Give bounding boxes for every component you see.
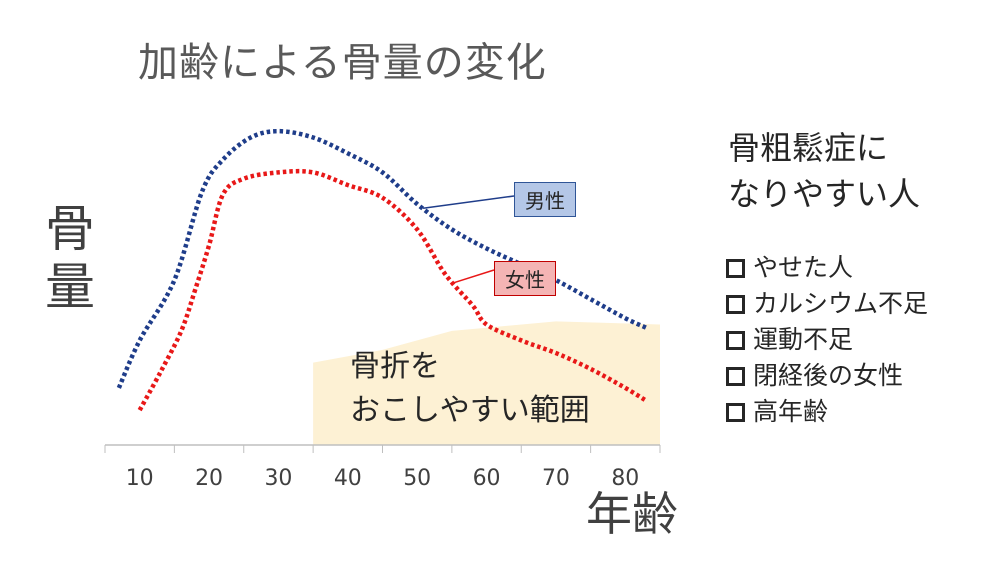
x-tick-label: 30 [264,466,292,491]
x-axis-ticks: 10 20 30 40 50 60 70 80 [104,445,661,491]
risk-factor-item: やせた人 [726,250,928,286]
fracture-risk-zone-label: 骨折を おこしやすい範囲 [350,345,590,433]
y-axis-label-char-1: 骨 [45,200,95,258]
x-tick-label: 20 [195,466,223,491]
risk-factor-list: やせた人 カルシウム不足 運動不足 閉経後の女性 高年齢 [726,250,928,430]
checkbox-icon [726,366,745,386]
risk-heading-line-2: なりやすい人 [728,175,921,213]
zone-label-line-2: おこしやすい範囲 [350,393,590,428]
legend-leader-lines [422,195,515,285]
legend-label-male: 男性 [514,182,576,217]
risk-panel-heading: 骨粗鬆症に なりやすい人 [728,125,920,217]
x-tick-label: 80 [611,466,639,491]
y-axis-label-char-2: 量 [45,258,95,316]
risk-factor-item: 閉経後の女性 [726,358,928,394]
x-tick-label: 60 [473,466,501,491]
y-axis-label: 骨 量 [40,200,100,316]
series-line-male [116,128,648,389]
series-layer [116,128,648,412]
risk-factor-label: 高年齢 [753,397,829,426]
leader-line-female [450,269,495,285]
chart-title: 加齢による骨量の変化 [138,40,547,86]
risk-factor-item: 高年齢 [726,394,928,430]
risk-factor-item: カルシウム不足 [726,286,928,322]
checkbox-icon [726,330,745,350]
risk-factor-label: カルシウム不足 [753,289,929,318]
legend-label-female: 女性 [494,261,556,296]
x-tick-label: 70 [542,466,570,491]
risk-factor-label: 閉経後の女性 [753,361,904,390]
leader-line-male [422,195,515,209]
risk-factor-label: 運動不足 [753,325,854,354]
risk-heading-line-1: 骨粗鬆症に [728,129,889,167]
x-tick-label: 10 [126,466,154,491]
checkbox-icon [726,294,745,314]
fracture-risk-zone [313,321,660,445]
zone-label-line-1: 骨折を [350,349,440,384]
checkbox-icon [726,258,745,278]
x-tick-label: 50 [403,466,431,491]
risk-factor-label: やせた人 [753,253,854,282]
checkbox-icon [726,402,745,422]
x-axis-label: 年齢 [586,487,678,541]
series-line-female [137,168,648,412]
risk-factor-item: 運動不足 [726,322,928,358]
x-tick-label: 40 [334,466,362,491]
